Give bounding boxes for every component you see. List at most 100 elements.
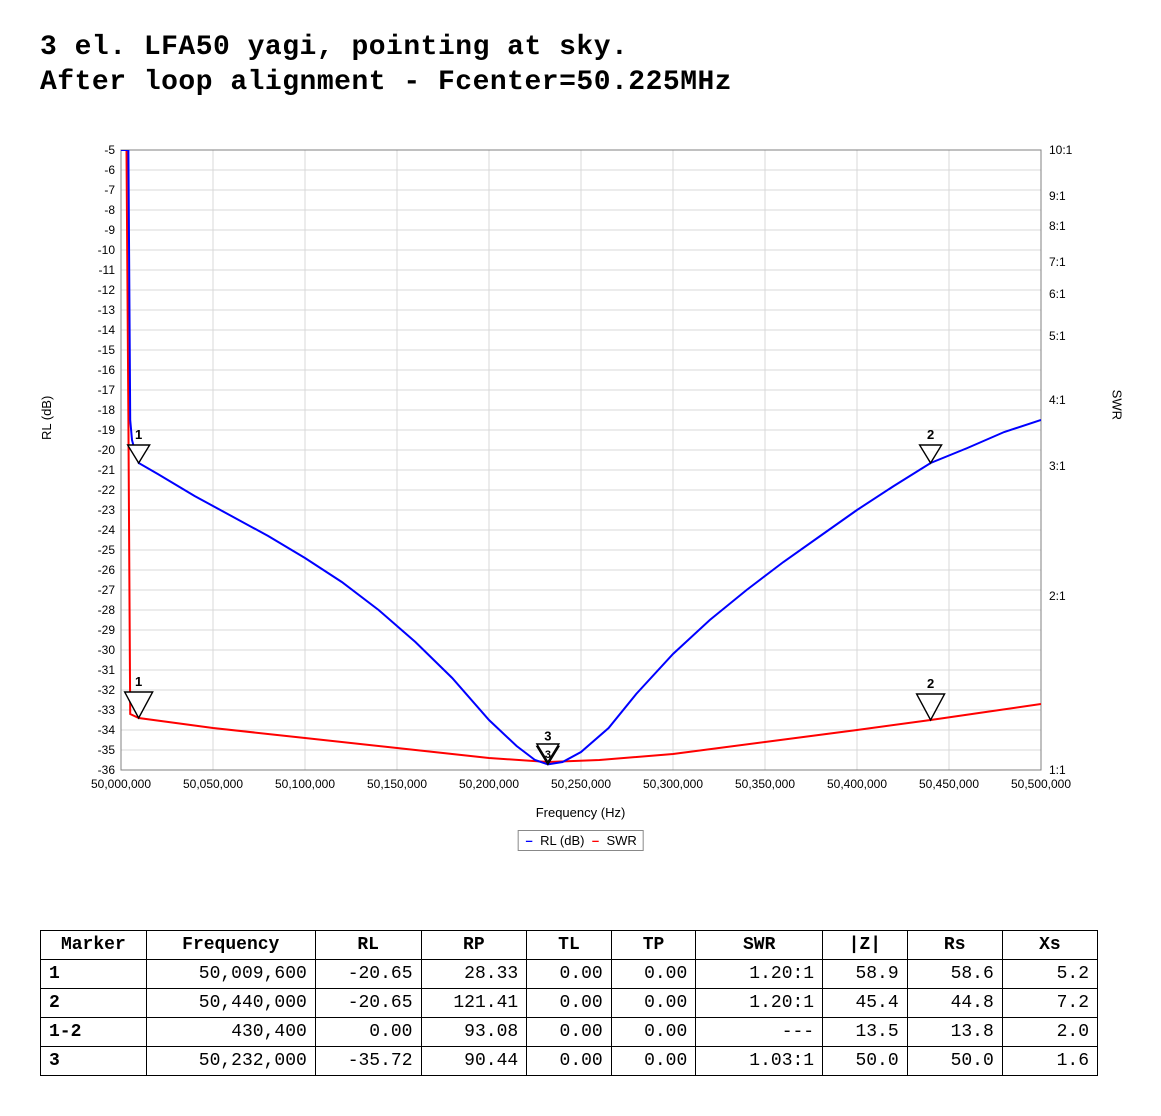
svg-text:-19: -19: [97, 423, 115, 437]
legend-label-swr: SWR: [606, 833, 636, 848]
cell-marker: 1-2: [41, 1018, 147, 1047]
chart-svg: 50,000,000 50,050,000 50,100,000 50,150,000…: [51, 140, 1111, 860]
svg-text:7:1: 7:1: [1049, 255, 1066, 269]
svg-text:-11: -11: [98, 263, 115, 277]
cell-rp: 28.33: [421, 960, 527, 989]
cell-rp: 90.44: [421, 1047, 527, 1076]
cell-xs: 5.2: [1002, 960, 1097, 989]
marker-table-header-row: MarkerFrequencyRLRPTLTPSWR|Z|RsXs: [41, 931, 1098, 960]
svg-text:50,300,000: 50,300,000: [642, 777, 702, 791]
svg-text:-26: -26: [97, 563, 115, 577]
cell-rp: 121.41: [421, 989, 527, 1018]
cell-swr: 1.03:1: [696, 1047, 823, 1076]
svg-text:-35: -35: [97, 743, 115, 757]
chart-title-line2: After loop alignment - Fcenter=50.225MHz: [40, 65, 1121, 100]
svg-text:1: 1: [135, 427, 142, 442]
svg-text:-21: -21: [97, 463, 115, 477]
svg-text:-31: -31: [97, 663, 115, 677]
cell-tp: 0.00: [611, 989, 696, 1018]
cell-xs: 1.6: [1002, 1047, 1097, 1076]
table-col-rs: Rs: [907, 931, 1002, 960]
cell-tl: 0.00: [527, 1047, 612, 1076]
svg-text:-7: -7: [104, 183, 115, 197]
cell-swr: ---: [696, 1018, 823, 1047]
svg-text:50,050,000: 50,050,000: [182, 777, 242, 791]
svg-text:50,500,000: 50,500,000: [1010, 777, 1070, 791]
cell-z: 45.4: [823, 989, 908, 1018]
cell-xs: 2.0: [1002, 1018, 1097, 1047]
x-axis-title: Frequency (Hz): [51, 805, 1111, 820]
marker-table-head: MarkerFrequencyRLRPTLTPSWR|Z|RsXs: [41, 931, 1098, 960]
svg-text:10:1: 10:1: [1049, 143, 1073, 157]
svg-text:9:1: 9:1: [1049, 189, 1066, 203]
svg-text:-20: -20: [97, 443, 115, 457]
chart-title-line1: 3 el. LFA50 yagi, pointing at sky.: [40, 30, 1121, 65]
cell-rs: 50.0: [907, 1047, 1002, 1076]
svg-text:50,100,000: 50,100,000: [274, 777, 334, 791]
table-col-rp: RP: [421, 931, 527, 960]
cell-rs: 13.8: [907, 1018, 1002, 1047]
svg-text:-33: -33: [97, 703, 115, 717]
svg-text:-12: -12: [97, 283, 115, 297]
svg-text:50,150,000: 50,150,000: [366, 777, 426, 791]
cell-swr: 1.20:1: [696, 960, 823, 989]
cell-rp: 93.08: [421, 1018, 527, 1047]
table-col-tl: TL: [527, 931, 612, 960]
svg-text:-13: -13: [97, 303, 115, 317]
cell-rl: -20.65: [315, 989, 421, 1018]
svg-text:-15: -15: [97, 343, 115, 357]
cell-marker: 2: [41, 989, 147, 1018]
svg-text:-30: -30: [97, 643, 115, 657]
y-left-axis-title: RL (dB): [39, 396, 54, 440]
svg-text:3:1: 3:1: [1049, 459, 1066, 473]
table-col-rl: RL: [315, 931, 421, 960]
cell-marker: 3: [41, 1047, 147, 1076]
table-row: 250,440,000-20.65121.410.000.001.20:145.…: [41, 989, 1098, 1018]
cell-rl: 0.00: [315, 1018, 421, 1047]
svg-text:3: 3: [544, 749, 550, 761]
marker-table: MarkerFrequencyRLRPTLTPSWR|Z|RsXs 150,00…: [40, 930, 1098, 1076]
svg-text:-5: -5: [104, 143, 115, 157]
cell-z: 50.0: [823, 1047, 908, 1076]
svg-text:-8: -8: [104, 203, 115, 217]
chart-legend: – RL (dB) – SWR: [517, 830, 644, 851]
cell-freq: 50,440,000: [146, 989, 315, 1018]
cell-marker: 1: [41, 960, 147, 989]
cell-rs: 58.6: [907, 960, 1002, 989]
svg-text:-32: -32: [97, 683, 115, 697]
svg-text:50,000,000: 50,000,000: [90, 777, 150, 791]
table-row: 350,232,000-35.7290.440.000.001.03:150.0…: [41, 1047, 1098, 1076]
svg-text:-17: -17: [97, 383, 115, 397]
svg-text:-16: -16: [97, 363, 115, 377]
svg-text:2:1: 2:1: [1049, 589, 1066, 603]
table-row: 150,009,600-20.6528.330.000.001.20:158.9…: [41, 960, 1098, 989]
svg-text:6:1: 6:1: [1049, 287, 1066, 301]
cell-rs: 44.8: [907, 989, 1002, 1018]
svg-text:3: 3: [544, 728, 551, 743]
svg-text:-10: -10: [97, 243, 115, 257]
cell-freq: 50,009,600: [146, 960, 315, 989]
table-col-tp: TP: [611, 931, 696, 960]
cell-tl: 0.00: [527, 1018, 612, 1047]
svg-text:-24: -24: [97, 523, 115, 537]
page-root: 3 el. LFA50 yagi, pointing at sky. After…: [0, 0, 1161, 1116]
legend-label-rl: RL (dB): [540, 833, 584, 848]
svg-text:2: 2: [926, 427, 933, 442]
svg-text:2: 2: [926, 676, 933, 691]
cell-tl: 0.00: [527, 960, 612, 989]
svg-text:-28: -28: [97, 603, 115, 617]
cell-freq: 50,232,000: [146, 1047, 315, 1076]
svg-text:-27: -27: [97, 583, 115, 597]
cell-rl: -35.72: [315, 1047, 421, 1076]
svg-text:-14: -14: [97, 323, 115, 337]
svg-text:-25: -25: [97, 543, 115, 557]
legend-swatch-rl: –: [524, 833, 534, 848]
cell-z: 13.5: [823, 1018, 908, 1047]
svg-text:8:1: 8:1: [1049, 219, 1066, 233]
svg-text:-9: -9: [104, 223, 115, 237]
cell-swr: 1.20:1: [696, 989, 823, 1018]
svg-text:50,400,000: 50,400,000: [826, 777, 886, 791]
svg-text:50,200,000: 50,200,000: [458, 777, 518, 791]
cell-freq: 430,400: [146, 1018, 315, 1047]
cell-xs: 7.2: [1002, 989, 1097, 1018]
